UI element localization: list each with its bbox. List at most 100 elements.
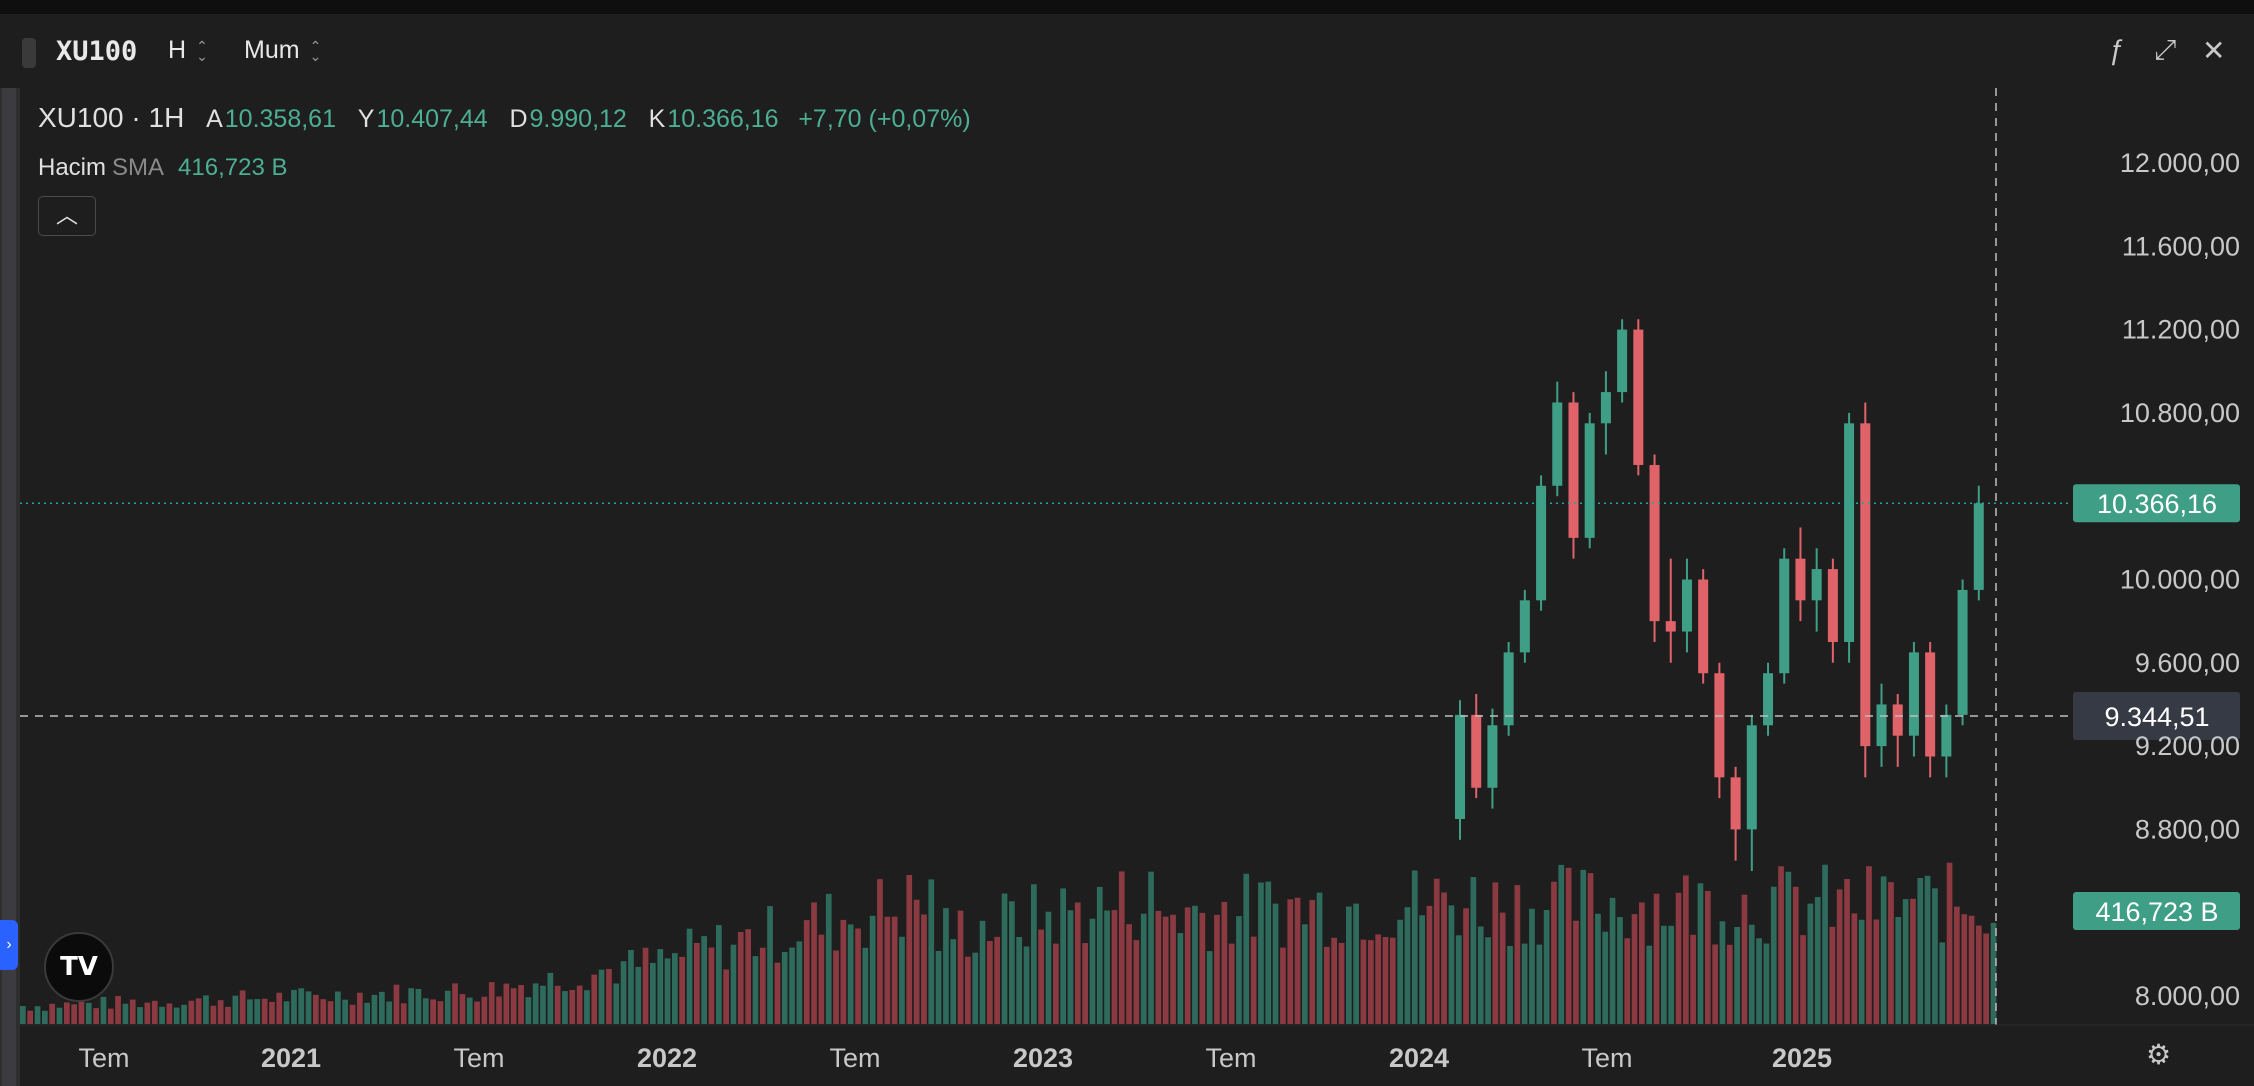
volume-bar [1060, 888, 1066, 1024]
volume-bar [122, 1003, 129, 1024]
volume-bar [1609, 897, 1616, 1024]
volume-bar [298, 988, 305, 1024]
volume-bar [276, 992, 283, 1024]
volume-bar [305, 991, 312, 1024]
candle-body [1746, 725, 1757, 830]
volume-bar [1726, 944, 1733, 1024]
close-icon[interactable]: ✕ [2202, 35, 2226, 66]
volume-bar [1140, 913, 1147, 1024]
close-label: K [648, 105, 666, 133]
volume-bar [869, 915, 876, 1024]
volume-bar [1199, 912, 1206, 1024]
volume-bar [1646, 945, 1653, 1024]
volume-bar [393, 984, 400, 1024]
volume-bar [1287, 899, 1294, 1024]
volume-bar [1382, 937, 1389, 1024]
volume-bar [1990, 922, 1997, 1024]
volume-bar [825, 893, 832, 1024]
volume-bar [1441, 892, 1447, 1024]
volume-bar [1880, 876, 1887, 1024]
low-label: D [509, 105, 528, 133]
volume-bar [232, 995, 239, 1024]
volume-bar [1507, 946, 1513, 1024]
volume-bar [166, 1003, 173, 1024]
volume-bar [1104, 910, 1110, 1024]
volume-bar [349, 1004, 356, 1024]
volume-bar [1155, 910, 1162, 1024]
volume-bar [49, 1003, 55, 1024]
volume-bar [979, 920, 986, 1024]
volume-bar [1822, 864, 1828, 1024]
volume-bar [1639, 902, 1645, 1024]
volume-bar [144, 1002, 151, 1024]
crosshair-price-tag [2073, 692, 2240, 741]
volume-bar [1719, 921, 1726, 1024]
volume-bar [1221, 901, 1228, 1024]
collapse-legend-button[interactable]: ︿ [38, 196, 96, 236]
left-side-rail [0, 88, 20, 1086]
volume-bar [1096, 886, 1103, 1024]
drag-handle-icon[interactable] [22, 38, 36, 68]
open-value: 10.358,61 [224, 105, 336, 133]
candle-body [1779, 558, 1790, 674]
tradingview-logo[interactable]: TV [44, 932, 114, 1002]
volume-bar [679, 956, 685, 1024]
volume-bar [620, 961, 627, 1024]
time-tick-label: Tem [78, 1043, 129, 1073]
price-tick-label: 11.200,00 [2122, 315, 2240, 345]
expand-sidebar-button[interactable]: › [0, 920, 18, 970]
time-tick-label: 2023 [1013, 1043, 1073, 1073]
volume-bar [1389, 937, 1396, 1024]
time-tick-label: 2021 [261, 1043, 321, 1073]
volume-bar [1243, 873, 1250, 1024]
candle-body [1665, 621, 1676, 632]
volume-bar [1023, 946, 1030, 1024]
volume-bar [1800, 935, 1806, 1024]
volume-bar [1741, 894, 1748, 1024]
volume-bar [107, 1008, 114, 1024]
volume-bar [1917, 878, 1924, 1024]
volume-bar [1082, 943, 1088, 1024]
volume-bar [1617, 917, 1623, 1024]
volume-bar [781, 952, 788, 1024]
symbol-selector[interactable]: XU100 [56, 36, 138, 67]
volume-bar [1038, 929, 1044, 1024]
volume-bar [1668, 925, 1674, 1024]
volume-bar [1836, 889, 1843, 1024]
volume-bar [1411, 870, 1418, 1024]
volume-bar [1551, 881, 1557, 1024]
volume-bar [591, 974, 598, 1024]
function-icon[interactable]: ƒ [2108, 34, 2124, 65]
expand-icon[interactable]: ⤢ [2154, 34, 2177, 65]
interval-selector[interactable]: H ⌃ ⌄ [168, 36, 208, 65]
updown-arrows-icon: ⌃ ⌄ [309, 38, 322, 65]
volume-bar [459, 994, 466, 1024]
volume-bar [708, 947, 715, 1024]
volume-bar [327, 1001, 334, 1024]
candle-body [1860, 423, 1871, 747]
volume-bar [1126, 924, 1132, 1024]
volume-bar [1968, 915, 1975, 1024]
candle-body [1908, 652, 1919, 736]
volume-bar [1258, 882, 1264, 1024]
volume-bar [752, 956, 759, 1024]
volume-bar [891, 916, 898, 1024]
volume-bar [1001, 893, 1008, 1024]
candle-body [1503, 652, 1514, 726]
volume-bar [1368, 940, 1374, 1024]
volume-bar [606, 968, 612, 1024]
crosshair-price-label: 9.344,51 [2104, 702, 2209, 732]
volume-bar [1397, 919, 1403, 1024]
volume-bar [730, 944, 737, 1024]
volume-bar [1214, 914, 1220, 1024]
candle-body [1730, 777, 1741, 830]
settings-icon[interactable]: ⚙ [2146, 1039, 2172, 1070]
chart-type-selector[interactable]: Mum ⌃ ⌄ [244, 36, 321, 65]
volume-bar [1734, 927, 1740, 1024]
volume-bar [921, 914, 927, 1024]
volume-bar [1558, 864, 1565, 1024]
volume-bar [1009, 901, 1015, 1024]
volume-bar [576, 985, 583, 1024]
volume-bar [1184, 907, 1191, 1024]
